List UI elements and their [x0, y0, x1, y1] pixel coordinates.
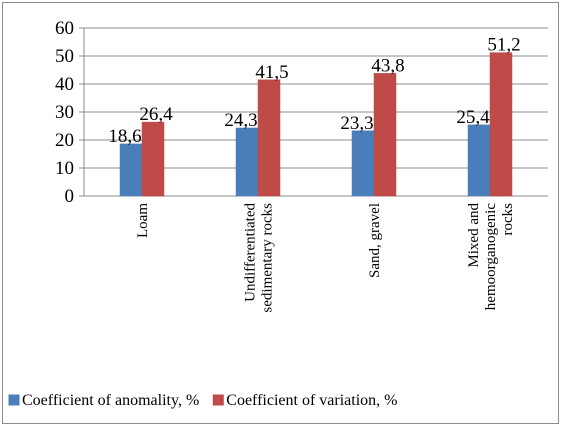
- bar: [235, 127, 259, 197]
- bar: [351, 130, 375, 197]
- data-label: 24,3: [224, 110, 257, 131]
- bar: [489, 52, 513, 197]
- category-label: Mixed and: [466, 203, 482, 268]
- bar: [467, 124, 491, 197]
- bar: [119, 143, 143, 197]
- category-label: Loam: [135, 203, 151, 238]
- category-label: rocks: [500, 203, 516, 236]
- bars: [119, 52, 513, 197]
- category-label: Sand, gravel: [367, 203, 383, 278]
- category-labels: Loam Undifferentiated sedimentary rocks San…: [135, 203, 516, 313]
- category-label: hemoorganogenic: [483, 203, 499, 311]
- y-tick-label: 50: [55, 46, 74, 67]
- legend-entry: Coefficient of variation, %: [226, 392, 397, 409]
- data-label: 25,4: [456, 107, 490, 128]
- data-label: 23,3: [340, 113, 373, 134]
- data-label: 41,5: [255, 62, 288, 83]
- data-labels: 18,6 24,3 23,3 25,4 26,4 41,5 43,8 51,2: [108, 35, 520, 147]
- bar: [257, 79, 281, 197]
- y-tick-label: 20: [55, 130, 74, 151]
- data-label: 43,8: [371, 55, 404, 76]
- bar: [373, 73, 397, 197]
- y-tick-label: 30: [55, 102, 74, 123]
- y-tick-label: 0: [65, 186, 75, 207]
- category-label: Undifferentiated: [243, 203, 259, 302]
- bar-chart: 0 10 20 30 40 50 60 18,6 24,3 23,3 25,4 26,4 41,5 43…: [8, 18, 548, 409]
- y-tick-label: 10: [55, 158, 74, 179]
- data-label: 18,6: [108, 126, 141, 147]
- legend-swatch: [212, 394, 224, 406]
- y-tick-label: 40: [55, 74, 74, 95]
- data-label: 26,4: [139, 104, 173, 125]
- legend-entry: Coefficient of anomality, %: [22, 392, 199, 409]
- data-label: 51,2: [487, 35, 520, 56]
- legend-swatch: [8, 394, 20, 406]
- category-label: sedimentary rocks: [260, 203, 276, 313]
- chart-frame: 0 10 20 30 40 50 60 18,6 24,3 23,3 25,4 26,4 41,5 43…: [2, 2, 559, 424]
- y-tick-label: 60: [55, 18, 74, 39]
- legend: Coefficient of anomality, % Coefficient o…: [8, 392, 397, 409]
- bar: [141, 121, 165, 197]
